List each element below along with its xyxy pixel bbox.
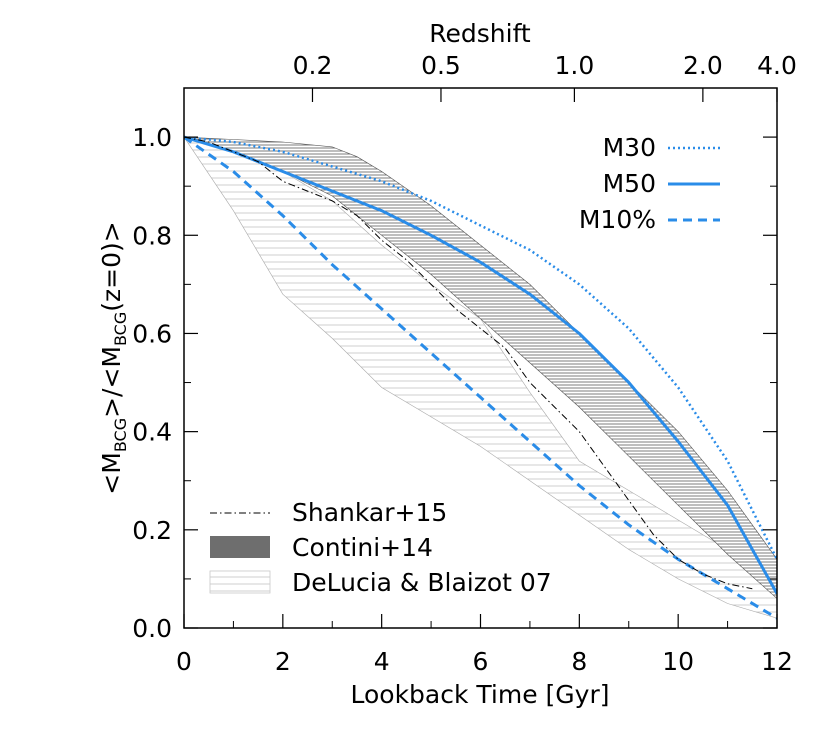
- y-label-part-tail: (z=0)>: [97, 221, 126, 311]
- legend-label-shankar-15: Shankar+15: [292, 498, 447, 527]
- legend-label-contini-14: Contini+14: [292, 533, 433, 562]
- x-tick-label: 8: [571, 647, 587, 676]
- y-label-part-mid: >/<M: [97, 346, 126, 418]
- y-tick-label: 1.0: [132, 123, 172, 152]
- legend-bottom-left: Shankar+15 Contini+14 DeLucia & Blaizot 07: [209, 498, 552, 597]
- y-tick-label: 0.0: [132, 614, 172, 643]
- top-tick-label: 4.0: [757, 51, 797, 80]
- lines-layer: [184, 135, 777, 620]
- y-label-part-lt: <M: [97, 452, 126, 495]
- series-line-m10: [184, 135, 777, 620]
- series-line-m50: [184, 135, 777, 595]
- legend-swatch-delucia-blaizot-07: [209, 570, 271, 594]
- legend-label-m10: M10%: [579, 205, 656, 234]
- legend-label-m30: M30: [603, 133, 656, 162]
- top-axis-label: Redshift: [429, 19, 531, 48]
- y-label-sub-1: BCG: [111, 418, 130, 452]
- x-tick-label: 0: [176, 647, 192, 676]
- y-axis-label: <MBCG>/<MBCG(z=0)>: [97, 221, 130, 494]
- x-tick-label: 2: [275, 647, 291, 676]
- y-tick-label: 0.8: [132, 221, 172, 250]
- series-line-shankar-15: [184, 136, 753, 590]
- x-tick-label: 4: [374, 647, 390, 676]
- x-tick-label: 10: [662, 647, 694, 676]
- x-axis-label: Lookback Time [Gyr]: [351, 680, 610, 709]
- legend-label-m50: M50: [603, 169, 656, 198]
- legend-label-delucia-blaizot-07: DeLucia & Blaizot 07: [292, 568, 552, 597]
- top-tick-label: 2.0: [683, 51, 723, 80]
- top-tick-label: 0.2: [293, 51, 333, 80]
- top-tick-label: 0.5: [421, 51, 461, 80]
- y-label-sub-2: BCG: [111, 312, 130, 346]
- x-tick-label: 6: [473, 647, 489, 676]
- series-line-m30: [184, 135, 777, 560]
- y-tick-label: 0.6: [132, 319, 172, 348]
- band-contini-14: [184, 136, 777, 599]
- band-delucia-blaizot-07: [184, 136, 777, 619]
- y-tick-label: 0.2: [132, 516, 172, 545]
- y-tick-label: 0.4: [132, 418, 172, 447]
- top-tick-label: 1.0: [555, 51, 595, 80]
- x-tick-label: 12: [761, 647, 793, 676]
- ticks-layer: 0 2 4 6 8 10 12 0.0 0.2 0.4 0.6 0.8 1.0 0.2 0.5 1.0 2.0 4…: [132, 51, 797, 676]
- legend-top-right: M30 M50 M10%: [579, 133, 720, 234]
- bands-layer: [184, 136, 777, 619]
- legend-swatch-contini-14: [210, 536, 270, 558]
